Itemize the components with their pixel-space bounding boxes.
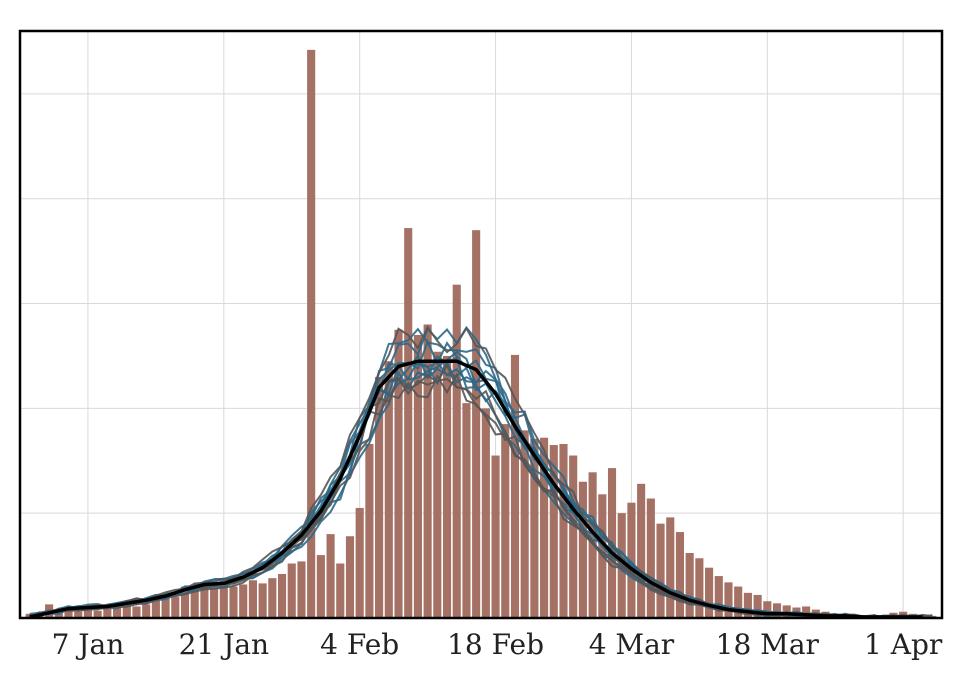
- bar: [375, 376, 384, 618]
- bar: [510, 354, 520, 618]
- bar: [326, 534, 335, 618]
- bar: [297, 561, 306, 618]
- bar: [64, 609, 73, 618]
- x-tick-label: 4 Feb: [320, 628, 399, 661]
- bar: [365, 444, 374, 618]
- ensemble-line: [29, 362, 933, 620]
- bar: [685, 553, 694, 618]
- mean-line: [29, 359, 923, 619]
- bar: [481, 408, 490, 618]
- bar: [743, 592, 752, 618]
- x-tick-label: 1 Apr: [864, 628, 943, 661]
- mean-line-group: [29, 359, 923, 619]
- ensemble-line: [29, 372, 933, 620]
- bar: [763, 601, 772, 618]
- bar: [277, 573, 287, 618]
- bar: [734, 586, 743, 618]
- bar: [122, 602, 131, 618]
- bar: [336, 563, 345, 618]
- plot-frame: [18, 29, 944, 620]
- bar: [569, 455, 578, 618]
- bar: [103, 607, 112, 618]
- bar: [705, 567, 714, 618]
- bar: [287, 563, 296, 618]
- bar: [627, 502, 636, 618]
- ensemble-line: [29, 327, 933, 620]
- bar: [258, 583, 267, 618]
- bar: [656, 523, 665, 618]
- bar: [462, 403, 471, 618]
- x-tick-label: 7 Jan: [52, 628, 125, 661]
- bar: [307, 49, 316, 619]
- ensemble-line: [29, 377, 933, 620]
- bar: [268, 578, 277, 618]
- bar: [501, 424, 510, 618]
- grid: [20, 31, 942, 618]
- bar: [540, 437, 549, 618]
- bar: [637, 483, 646, 618]
- bar: [753, 594, 762, 618]
- bar: [74, 611, 83, 618]
- ensemble-lines: [29, 325, 933, 620]
- bar: [714, 576, 723, 618]
- bar: [666, 517, 675, 618]
- bar: [190, 589, 199, 618]
- bar: [248, 580, 257, 618]
- bar: [93, 610, 102, 618]
- bar: [675, 532, 685, 618]
- bar: [413, 334, 422, 618]
- bar: [229, 586, 238, 618]
- bar: [239, 584, 248, 618]
- bar: [132, 606, 141, 618]
- bar: [452, 284, 461, 618]
- bar: [161, 594, 170, 618]
- bar: [200, 582, 209, 618]
- bars: [25, 49, 937, 619]
- bar: [724, 582, 733, 618]
- ensemble-line: [29, 339, 933, 620]
- x-tick-label: 18 Feb: [447, 628, 544, 661]
- bar: [802, 606, 811, 618]
- bar: [113, 605, 122, 618]
- bar: [394, 329, 403, 618]
- bar: [180, 586, 190, 618]
- bar: [442, 355, 452, 618]
- bar: [578, 481, 587, 618]
- ensemble-line: [29, 359, 933, 620]
- bar: [345, 536, 355, 618]
- bar: [404, 228, 413, 618]
- bar: [142, 604, 151, 618]
- bar: [83, 608, 92, 618]
- x-tick-label: 4 Mar: [589, 628, 675, 661]
- bar: [171, 597, 180, 618]
- bar: [316, 555, 325, 618]
- bar: [520, 430, 529, 618]
- bar: [491, 455, 500, 618]
- bar: [646, 498, 655, 618]
- bar: [151, 600, 160, 618]
- x-tick-labels: 7 Jan 21 Jan 4 Feb 18 Feb 4 Mar 18 Mar 1 Apr: [52, 628, 943, 661]
- bar: [530, 438, 539, 618]
- bar: [695, 558, 704, 618]
- bar: [559, 444, 568, 618]
- bar: [549, 445, 558, 618]
- bar: [355, 507, 364, 618]
- bar: [472, 230, 481, 618]
- bar: [772, 603, 782, 618]
- ensemble-line: [29, 356, 933, 619]
- x-tick-label: 18 Mar: [716, 628, 820, 661]
- bar: [219, 581, 228, 618]
- x-tick-label: 21 Jan: [179, 628, 269, 661]
- bar: [423, 324, 432, 618]
- bar: [210, 587, 219, 618]
- bar: [433, 351, 442, 618]
- bar: [384, 361, 393, 618]
